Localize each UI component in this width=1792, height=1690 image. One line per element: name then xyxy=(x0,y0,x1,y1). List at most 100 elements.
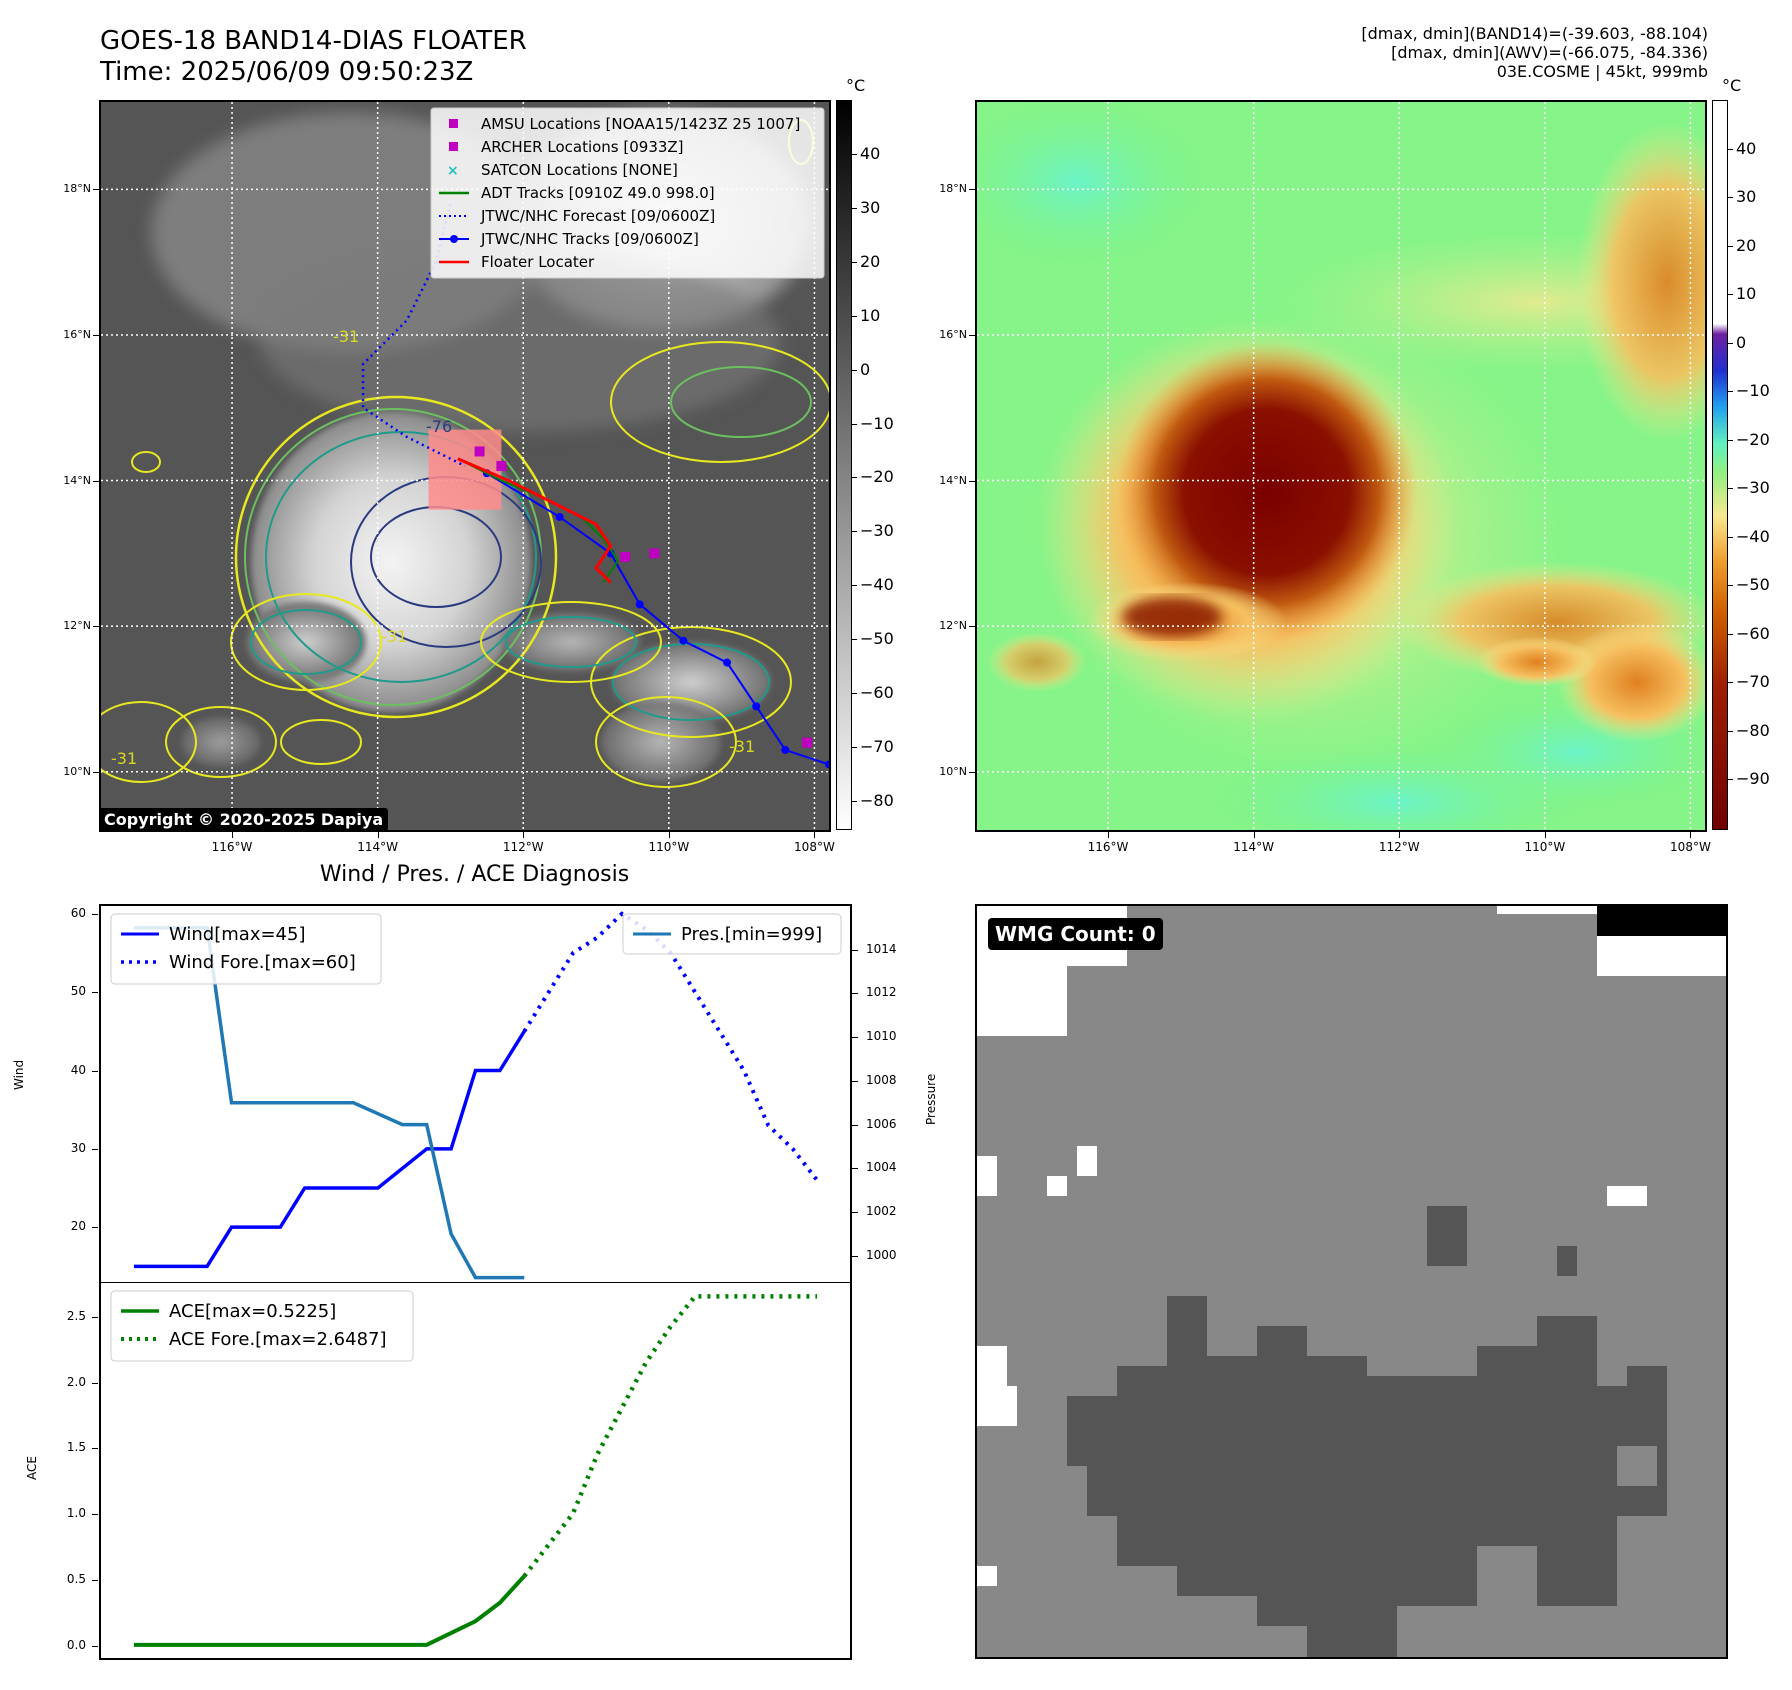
ace-axis-label: ACE xyxy=(25,1456,39,1480)
colorbar-tick-label: −80 xyxy=(860,791,894,811)
ace-series-line xyxy=(133,1574,526,1647)
awv-lat-label: 12°N xyxy=(939,619,967,633)
pressure-tick-label: 1012 xyxy=(866,985,897,1000)
wind-tick-label: 60 xyxy=(70,905,86,920)
colorbar-tick-label: 10 xyxy=(1736,284,1757,304)
awv-lon-label: 114°W xyxy=(1233,840,1275,854)
colorbar-tick-label: −90 xyxy=(1736,769,1770,789)
map-title: GOES-18 BAND14-DIAS FLOATER Time: 2025/0… xyxy=(100,26,800,88)
pressure-tick-label: 1010 xyxy=(866,1029,897,1044)
awv-gridlines xyxy=(977,102,1705,830)
storm-info-text: 03E.COSME | 45kt, 999mb xyxy=(1496,62,1708,81)
contour-label-31-b: -31 xyxy=(381,627,407,646)
floater-box xyxy=(428,429,502,510)
map-lat-label: 18°N xyxy=(63,182,91,196)
wind-pressure-chart: Wind[max=45] Wind Fore.[max=60] Pres.[mi… xyxy=(99,904,852,1283)
band14-map-panel: -76 -31 -31 -31 -31 AMSU Locations [NOAA… xyxy=(99,100,831,832)
legend-item: Floater Locater xyxy=(439,253,595,271)
svg-text:×: × xyxy=(447,163,459,179)
colorbar-tick-label: 10 xyxy=(860,305,881,325)
ace-forecast-series-line xyxy=(522,1294,818,1578)
pressure-right-axis: 1000 1002 1004 1006 1008 1010 1012 1014 xyxy=(852,904,952,1283)
best-track-point xyxy=(555,512,564,521)
colorbar-tick-label: −10 xyxy=(1736,381,1770,401)
colorbar-tick-label: −30 xyxy=(860,521,894,541)
legend-item-label: JTWC/NHC Forecast [09/0600Z] xyxy=(480,207,715,225)
ace-tick-label: 0.5 xyxy=(66,1572,86,1587)
amsu-point xyxy=(620,552,631,562)
colorbar-tick-label: −70 xyxy=(860,737,894,757)
legend-item-label: ADT Tracks [0910Z 49.0 998.0] xyxy=(481,184,715,202)
colorbar-tick-label: −10 xyxy=(860,413,894,433)
awv-lon-label: 116°W xyxy=(1087,840,1129,854)
pressure-tick-label: 1002 xyxy=(866,1204,897,1219)
amsu-point xyxy=(802,737,813,748)
colorbar-tick-label: 40 xyxy=(1736,138,1757,158)
ace-tick-label: 1.0 xyxy=(66,1506,86,1521)
map-lat-label: 10°N xyxy=(63,764,91,778)
ace-legend-label: ACE[max=0.5225] xyxy=(169,1301,336,1322)
stats-header: [dmax, dmin](BAND14)=(-39.603, -88.104) … xyxy=(1100,24,1708,81)
awv-lon-label: 108°W xyxy=(1670,840,1711,854)
awv-colorbar-unit: °C xyxy=(1722,76,1742,95)
band14-map: -76 -31 -31 -31 -31 AMSU Locations [NOAA… xyxy=(101,102,829,830)
wind-legend: Wind[max=45] Wind Fore.[max=60] xyxy=(110,913,382,985)
colorbar-tick-label: 40 xyxy=(860,143,881,163)
pressure-tick-label: 1000 xyxy=(866,1247,897,1262)
band14-colorbar: °C 40 30 20 10 0 −10 −20 −30 −40 −50 −60 −70 −80 xyxy=(836,76,916,832)
legend-item: ADT Tracks [0910Z 49.0 998.0] xyxy=(439,184,715,202)
colorbar-tick-label: −60 xyxy=(860,683,894,703)
wind-legend-label: Wind[max=45] xyxy=(169,924,306,945)
colorbar-tick-label: 0 xyxy=(1736,332,1747,352)
band14-range-text: [dmax, dmin](BAND14)=(-39.603, -88.104) xyxy=(1361,24,1708,43)
colorbar-tick-label: −50 xyxy=(1736,575,1770,595)
pressure-tick-label: 1014 xyxy=(866,941,897,956)
colorbar-tick-label: −40 xyxy=(1736,526,1770,546)
map-legend: AMSU Locations [NOAA15/1423Z 25 1007] ARC… xyxy=(430,107,825,279)
copyright-badge: Copyright © 2020-2025 Dapiya xyxy=(99,808,389,831)
colorbar-tick-label: 30 xyxy=(1736,187,1757,207)
colorbar-tick-label: 20 xyxy=(860,251,881,271)
best-track-point xyxy=(679,636,688,645)
wind-series-line xyxy=(133,1030,526,1269)
ace-tick-label: 0.0 xyxy=(66,1637,86,1652)
pressure-series-line xyxy=(133,926,525,1280)
colorbar-tick-label: −80 xyxy=(1736,720,1770,740)
ace-legend: ACE[max=0.5225] ACE Fore.[max=2.6487] xyxy=(110,1290,414,1362)
wmg-count-badge: WMG Count: 0 xyxy=(988,918,1163,950)
amsu-point xyxy=(474,446,485,457)
diagnosis-title: Wind / Pres. / ACE Diagnosis xyxy=(319,862,630,887)
legend-item-label: SATCON Locations [NONE] xyxy=(481,161,678,179)
awv-lat-label: 16°N xyxy=(939,327,967,341)
colorbar-tick-label: 20 xyxy=(1736,235,1757,255)
colorbar-tick-label: −60 xyxy=(1736,623,1770,643)
wmg-map xyxy=(977,906,1726,1657)
map-time-line: Time: 2025/06/09 09:50:23Z xyxy=(100,57,474,87)
legend-item-label: JTWC/NHC Tracks [09/0600Z] xyxy=(480,230,699,248)
ace-forecast-legend-label: ACE Fore.[max=2.6487] xyxy=(169,1329,387,1350)
pressure-legend: Pres.[min=999] xyxy=(622,913,842,955)
colorbar-tick-label: −50 xyxy=(860,629,894,649)
contour-label-76: -76 xyxy=(426,417,452,436)
awv-range-text: [dmax, dmin](AWV)=(-66.075, -84.336) xyxy=(1391,43,1708,62)
map-lat-label: 14°N xyxy=(63,473,91,487)
contour-label-31-a: -31 xyxy=(333,327,359,346)
wind-axis-label: Wind xyxy=(12,1059,26,1090)
colorbar-tick-label: −20 xyxy=(1736,429,1770,449)
floater-locater-line xyxy=(457,457,613,584)
pressure-tick-label: 1006 xyxy=(866,1116,897,1131)
best-track-point xyxy=(635,600,644,609)
contour-label-31-d: -31 xyxy=(729,737,755,756)
best-track-point xyxy=(723,658,732,667)
amsu-point xyxy=(496,461,507,471)
colorbar-tick-label: 0 xyxy=(860,359,871,379)
legend-item: ARCHER Locations [0933Z] xyxy=(449,138,684,156)
awv-lon-label: 112°W xyxy=(1378,840,1420,854)
pressure-tick-label: 1004 xyxy=(866,1160,897,1175)
map-lon-label: 112°W xyxy=(502,840,544,854)
colorbar-tick-label: −20 xyxy=(860,467,894,487)
legend-item: × SATCON Locations [NONE] xyxy=(447,161,678,179)
legend-item: JTWC/NHC Tracks [09/0600Z] xyxy=(439,230,699,248)
wind-tick-label: 30 xyxy=(70,1140,86,1155)
legend-item-label: AMSU Locations [NOAA15/1423Z 25 1007] xyxy=(481,115,800,133)
